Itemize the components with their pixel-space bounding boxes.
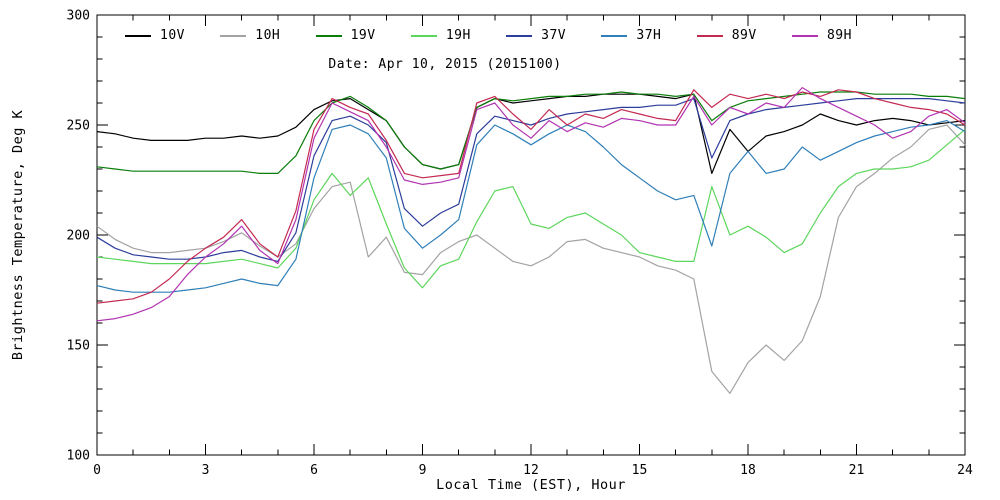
x-tick-label: 18 [740, 463, 756, 478]
legend-label-37v: 37V [541, 28, 567, 43]
legend-line-sample-19h [410, 34, 437, 37]
legend-line-sample-19v [315, 34, 342, 37]
legend-item-37v: 37V [506, 28, 566, 43]
legend-line-sample-37h [601, 34, 628, 37]
legend-line-sample-89v [696, 34, 723, 37]
series-line-89h [96, 86, 966, 322]
x-tick-label: 21 [849, 463, 865, 478]
x-tick-label: 9 [419, 463, 427, 478]
legend-line-sample-10h [220, 34, 247, 37]
legend-item-19v: 19V [315, 28, 376, 43]
legend-label-10h: 10H [255, 28, 281, 43]
x-tick-label: 24 [957, 463, 973, 478]
x-tick-label: 6 [310, 463, 318, 478]
legend-item-10v: 10V [125, 28, 185, 43]
legend-label-89v: 89V [731, 28, 757, 43]
legend-item-19h: 19H [410, 28, 471, 43]
series-line-89v [96, 89, 966, 304]
series-line-37h [96, 119, 966, 293]
x-tick-label: 3 [202, 463, 210, 478]
x-axis-label: Local Time (EST), Hour [436, 477, 626, 493]
series-line-37v [96, 97, 966, 262]
x-tick-label: 0 [93, 463, 101, 478]
y-tick-label: 200 [67, 229, 90, 244]
x-tick-label: 12 [523, 463, 539, 478]
legend-item-89h: 89H [791, 28, 852, 43]
legend-line-sample-89h [791, 34, 818, 37]
legend-line-sample-37v [506, 34, 533, 37]
legend-label-19v: 19V [350, 28, 376, 43]
series-line-10v [96, 93, 966, 174]
chart-title: Date: Apr 10, 2015 (2015100) [328, 57, 562, 72]
x-tick-label: 15 [632, 463, 648, 478]
legend-item-37h: 37H [601, 28, 661, 43]
legend-label-37h: 37H [636, 28, 662, 43]
y-tick-label: 250 [67, 119, 90, 134]
legend-label-10v: 10V [160, 28, 185, 43]
series-line-10h [96, 124, 966, 394]
legend-item-10h: 10H [220, 28, 280, 43]
y-tick-label: 100 [67, 449, 90, 464]
y-axis-label: Brightness Temperature, Deg K [10, 109, 26, 361]
y-tick-label: 300 [67, 9, 90, 24]
y-tick-label: 150 [67, 339, 90, 354]
legend-label-89h: 89H [826, 28, 852, 43]
legend-label-19h: 19H [445, 28, 471, 43]
legend-item-89v: 89V [696, 28, 757, 43]
legend: 10V 10H 19V 19H 37V 37H 89V 89H [125, 28, 852, 43]
series-line-19h [96, 128, 966, 289]
series-line-19v [96, 91, 966, 174]
legend-line-sample-10v [125, 34, 151, 37]
